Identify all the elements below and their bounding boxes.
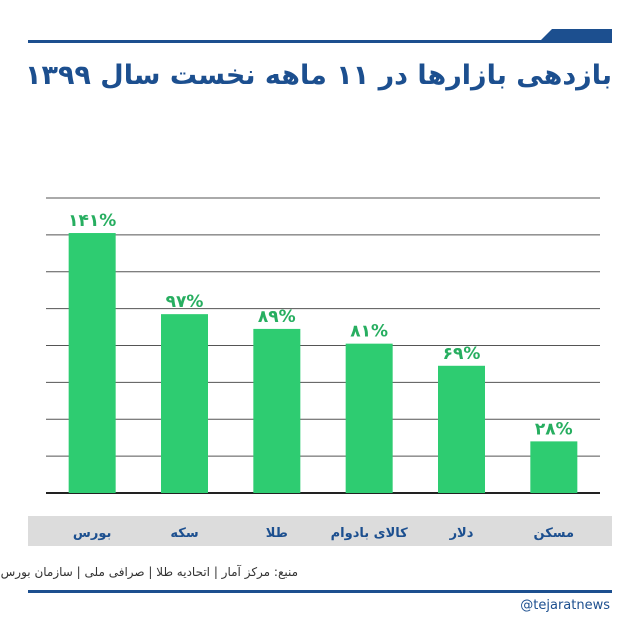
category-label-4: کالای بادوام xyxy=(331,526,409,541)
value-label-5: ۶۹% xyxy=(443,344,481,364)
top-tab xyxy=(540,29,612,41)
category-label-3: طلا xyxy=(266,526,288,541)
chart-title: بازدهی بازارها در ۱۱ ماهه نخست سال ۱۳۹۹ xyxy=(24,60,612,91)
category-label-band xyxy=(28,516,612,546)
value-label-6: ۲۸% xyxy=(535,419,573,439)
value-labels: ۱۴۱% ۹۷% ۸۹% ۸۱% ۶۹% ۲۸% xyxy=(68,211,573,439)
bar-4 xyxy=(345,343,393,493)
value-label-4: ۸۱% xyxy=(350,322,388,342)
bar-6 xyxy=(530,441,578,493)
category-label-2: سکه xyxy=(170,526,198,541)
source-note: منبع: مرکز آمار | اتحادیه طلا | صرافی مل… xyxy=(0,565,298,579)
brand-handle: @tejaratnews xyxy=(520,598,610,613)
top-rule xyxy=(28,40,612,43)
gridlines xyxy=(46,197,600,494)
category-labels: بورس سکه طلا کالای بادوام دلار مسکن xyxy=(73,526,574,541)
category-label-5: دلار xyxy=(449,526,474,541)
bar-3 xyxy=(253,328,301,493)
bottom-rule xyxy=(28,590,612,593)
value-label-3: ۸۹% xyxy=(258,307,296,327)
value-label-1: ۱۴۱% xyxy=(68,211,116,231)
bars xyxy=(68,233,578,493)
value-label-2: ۹۷% xyxy=(166,292,204,312)
bar-5 xyxy=(438,365,485,493)
bar-2 xyxy=(161,314,208,493)
category-label-1: بورس xyxy=(73,526,111,541)
category-label-6: مسکن xyxy=(534,526,575,541)
bar-1 xyxy=(68,233,116,493)
